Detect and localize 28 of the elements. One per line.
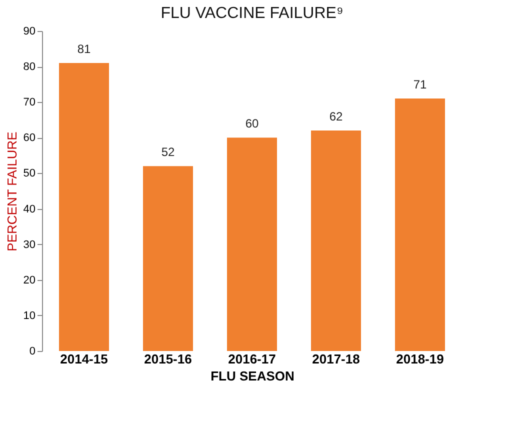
- data-label: 71: [413, 78, 427, 92]
- data-label: 62: [329, 110, 343, 124]
- bar: [311, 130, 361, 351]
- data-label: 81: [77, 42, 91, 56]
- y-tick-label: 90: [23, 26, 36, 38]
- y-tick-label: 0: [29, 346, 36, 358]
- bar: [59, 63, 109, 351]
- y-tick-label: 30: [23, 238, 36, 251]
- bar: [227, 138, 277, 351]
- y-tick-label: 40: [23, 203, 36, 216]
- y-axis-title: PERCENT FAILURE: [4, 131, 20, 252]
- data-label: 52: [161, 145, 175, 160]
- y-tick-label: 70: [23, 96, 36, 109]
- x-axis-title: FLU SEASON: [210, 368, 294, 384]
- x-tick-label: 2018-19: [396, 352, 444, 366]
- y-tick-label: 60: [23, 132, 36, 144]
- x-tick-label: 2015-16: [144, 352, 192, 366]
- bar: [395, 98, 445, 351]
- data-label: 60: [245, 116, 259, 131]
- bar: [143, 166, 193, 351]
- y-tick-label: 80: [23, 61, 36, 74]
- x-tick-label: 2017-18: [312, 352, 360, 366]
- y-tick-label: 10: [23, 310, 36, 322]
- chart-title: FLU VACCINE FAILURE⁹: [160, 5, 344, 22]
- x-tick-label: 2014-15: [60, 352, 108, 366]
- y-tick-label: 50: [23, 168, 36, 180]
- y-tick-label: 20: [23, 274, 36, 286]
- x-tick-label: 2016-17: [228, 352, 276, 366]
